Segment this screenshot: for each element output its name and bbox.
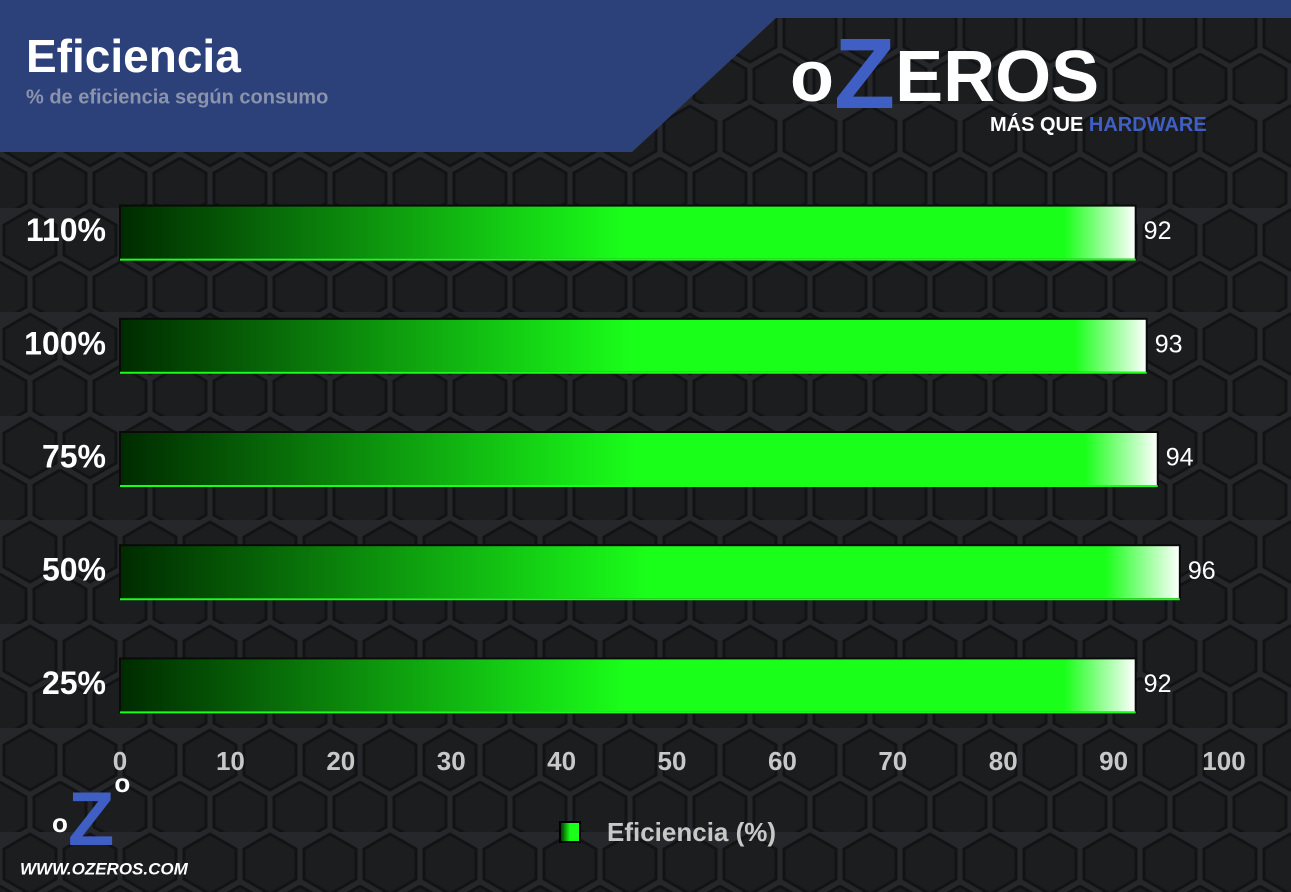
tagline-part: HARDWARE (1089, 114, 1207, 136)
logo-part: EROS (895, 37, 1099, 117)
value-label: 92 (1144, 217, 1172, 245)
logo: oZEROS (790, 18, 1099, 130)
x-tick-label: 20 (326, 746, 355, 776)
bar (119, 657, 1137, 714)
footer-url: WWW.OZEROS.COM (20, 859, 189, 878)
chart-subtitle: % de eficiencia según consumo (26, 86, 328, 108)
y-tick-label: 75% (42, 438, 106, 474)
value-label: 96 (1188, 557, 1216, 585)
tagline-part: MÁS QUE (990, 113, 1083, 136)
footer-logo-part: o (52, 808, 68, 838)
x-tick-label: 100 (1202, 746, 1245, 776)
bar (119, 431, 1159, 487)
chart-title: Eficiencia (26, 30, 241, 82)
legend-swatch (559, 821, 581, 843)
legend-label: Eficiencia (%) (607, 817, 776, 847)
logo-part: o (790, 37, 834, 117)
x-tick-label: 90 (1099, 746, 1128, 776)
x-tick-label: 70 (878, 746, 907, 776)
x-tick-label: 50 (658, 746, 687, 776)
header-band (0, 0, 1291, 152)
bar (119, 317, 1148, 374)
x-tick-label: 80 (989, 746, 1018, 776)
x-tick-label: 0 (113, 746, 127, 776)
tagline: MÁS QUE HARDWARE (990, 113, 1207, 136)
value-label: 93 (1155, 330, 1183, 358)
footer-logo-part: o (114, 768, 130, 798)
footer-logo: oZo (52, 768, 130, 862)
x-tick-label: 60 (768, 746, 797, 776)
y-tick-label: 50% (42, 552, 106, 588)
y-tick-label: 110% (26, 212, 106, 248)
logo-part: Z (834, 18, 895, 130)
value-label: 94 (1166, 444, 1194, 472)
value-label: 92 (1144, 670, 1172, 698)
y-tick-label: 100% (24, 325, 106, 361)
bar (119, 204, 1137, 261)
x-tick-label: 40 (547, 746, 576, 776)
y-tick-label: 25% (42, 665, 106, 701)
bar (119, 544, 1181, 601)
x-tick-label: 10 (216, 746, 245, 776)
x-tick-label: 30 (437, 746, 466, 776)
footer-logo-part: Z (68, 777, 114, 862)
